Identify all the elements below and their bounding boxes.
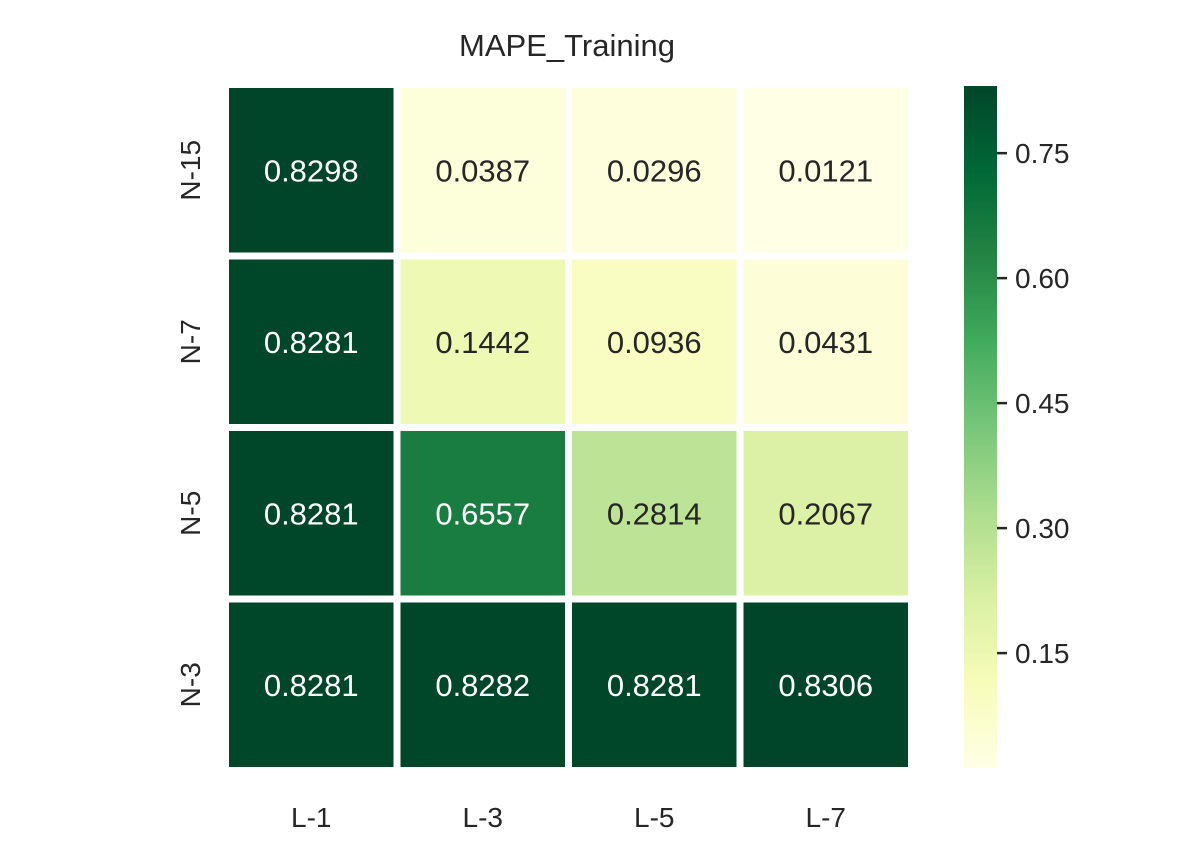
colorbar-gradient	[964, 86, 997, 768]
cell-value-label: 0.8298	[264, 153, 359, 188]
cell-value-label: 0.1442	[435, 325, 530, 360]
heatmap-cell	[229, 88, 394, 253]
x-tick-label: L-1	[291, 802, 331, 833]
cell-value-label: 0.8282	[435, 668, 530, 703]
heatmap-cell	[229, 431, 394, 596]
cell-value-label: 0.6557	[435, 496, 530, 531]
cell-value-label: 0.8281	[607, 668, 702, 703]
chart-title: MAPE_Training	[459, 28, 675, 63]
colorbar-tick-label: 0.75	[1015, 138, 1070, 169]
cell-value-label: 0.8306	[778, 668, 873, 703]
heatmap-cell	[743, 259, 908, 424]
heatmap-cell	[572, 88, 737, 253]
cell-value-label: 0.2067	[778, 496, 873, 531]
cell-value-label: 0.8281	[264, 496, 359, 531]
cell-value-label: 0.2814	[607, 496, 702, 531]
cell-value-label: 0.0936	[607, 325, 702, 360]
x-tick-label: L-7	[806, 802, 846, 833]
colorbar: 0.15 0.30 0.45 0.60 0.75	[964, 86, 1070, 768]
cell-value-label: 0.0121	[778, 153, 873, 188]
heatmap-cell	[743, 602, 908, 767]
colorbar-tick-label: 0.15	[1015, 638, 1070, 669]
heatmap-cell	[229, 259, 394, 424]
cell-value-label: 0.0387	[435, 153, 530, 188]
heatmap-cell	[400, 88, 565, 253]
heatmap-cell	[743, 88, 908, 253]
heatmap-cell	[572, 259, 737, 424]
heatmap-cell	[743, 431, 908, 596]
y-tick-label: N-7	[175, 319, 206, 364]
cell-value-label: 0.0431	[778, 325, 873, 360]
x-axis-tick-labels: L-1 L-3 L-5 L-7	[291, 802, 846, 833]
cell-value-label: 0.8281	[264, 325, 359, 360]
colorbar-tick-label: 0.30	[1015, 513, 1070, 544]
y-tick-label: N-3	[175, 662, 206, 707]
heatmap-cell	[400, 602, 565, 767]
colorbar-tick-label: 0.45	[1015, 388, 1070, 419]
heatmap-cells: 0.8298 0.0387 0.0296 0.0121 0.8281 0.1442 0.09…	[229, 88, 908, 767]
y-axis-tick-labels: N-15 N-7 N-5 N-3	[175, 140, 206, 707]
heatmap-cell	[572, 431, 737, 596]
heatmap-cell	[400, 259, 565, 424]
colorbar-tick-label: 0.60	[1015, 263, 1070, 294]
heatmap-cell	[229, 602, 394, 767]
y-tick-label: N-15	[175, 140, 206, 201]
x-tick-label: L-5	[634, 802, 674, 833]
cell-value-label: 0.0296	[607, 153, 702, 188]
y-tick-label: N-5	[175, 491, 206, 536]
cell-value-label: 0.8281	[264, 668, 359, 703]
heatmap-cell	[572, 602, 737, 767]
heatmap-cell	[400, 431, 565, 596]
x-tick-label: L-3	[463, 802, 503, 833]
